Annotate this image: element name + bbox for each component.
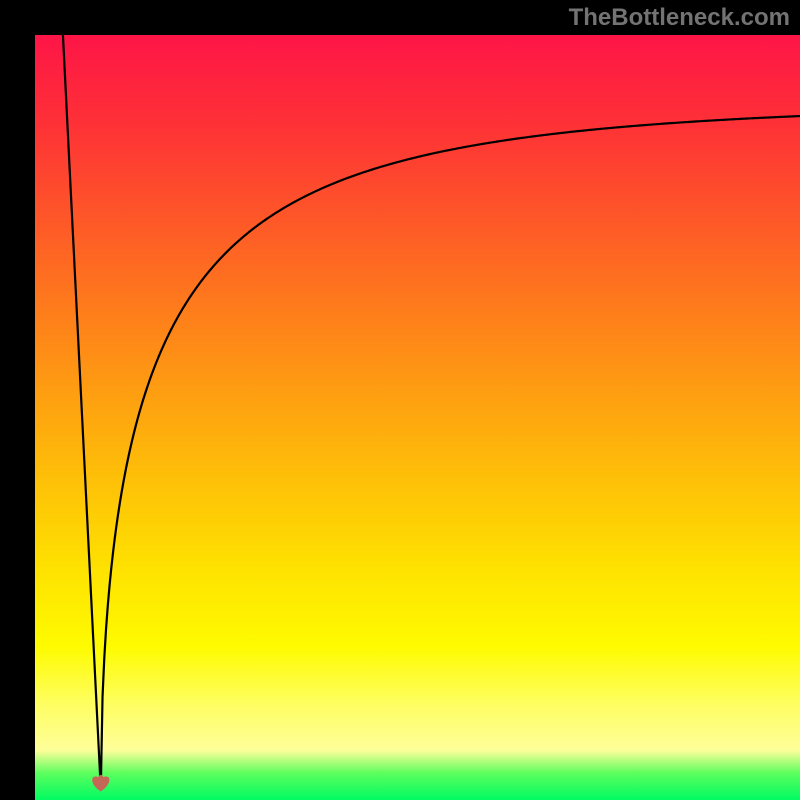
plot-area [35,35,800,800]
chart-container: TheBottleneck.com [0,0,800,800]
gradient-background [35,35,800,800]
watermark-text: TheBottleneck.com [569,4,790,32]
